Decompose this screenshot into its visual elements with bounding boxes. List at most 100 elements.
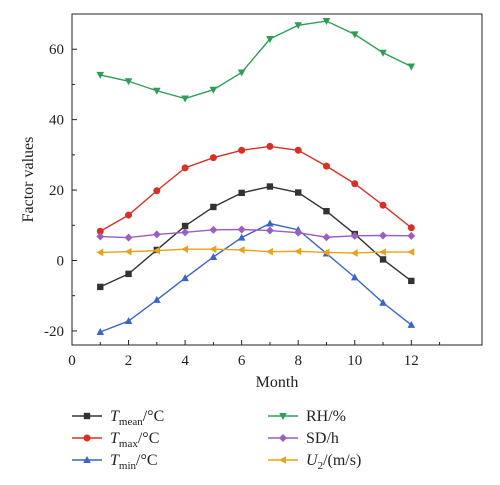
legend-item: SD/h (268, 430, 339, 447)
data-point (152, 246, 160, 255)
data-point (124, 78, 133, 86)
data-point (294, 247, 302, 256)
legend-label-base: U (306, 452, 319, 469)
data-point (210, 203, 217, 211)
data-point (266, 219, 274, 227)
data-point (96, 327, 105, 335)
data-point (266, 183, 274, 190)
data-point (350, 249, 358, 257)
legend-label: RH/% (306, 408, 346, 425)
x-tick-label: 4 (181, 353, 189, 369)
data-point (181, 222, 189, 230)
series-tmax-c (96, 142, 415, 235)
data-point (153, 187, 161, 195)
legend-label-base: T (110, 430, 120, 447)
y-tick-label: 60 (49, 42, 64, 58)
data-point (322, 248, 330, 257)
x-tick-label: 0 (68, 353, 76, 369)
series-layer (96, 18, 416, 335)
data-point (407, 320, 416, 328)
legend-label-sub: min (119, 460, 137, 472)
legend-item: RH/% (268, 408, 346, 425)
legend-label-base: T (110, 452, 120, 469)
series-line (100, 248, 412, 254)
data-point (83, 412, 91, 420)
data-point (237, 233, 246, 241)
series-tmean-c (97, 183, 415, 291)
legend-label: Tmin/°C (110, 452, 158, 472)
data-point (407, 224, 415, 232)
legend-label-sub: mean (119, 416, 143, 428)
data-point (294, 146, 302, 154)
legend-label: U2/(m/s) (306, 452, 361, 472)
legend-item: U2/(m/s) (268, 452, 361, 472)
data-point (265, 226, 274, 235)
data-point (125, 270, 132, 278)
data-point (379, 298, 387, 306)
x-tick-label: 6 (238, 353, 246, 369)
series-sd-h (96, 225, 416, 242)
data-point (266, 142, 274, 150)
x-tick-label: 12 (404, 353, 419, 369)
legend-label-sub: 2 (318, 460, 324, 472)
legend-item: Tmean/°C (72, 408, 164, 428)
y-tick-label: 20 (49, 183, 64, 199)
data-point (322, 18, 331, 26)
y-axis-title: Factor values (20, 137, 37, 223)
data-point (153, 87, 161, 95)
legend-label-base: T (110, 408, 120, 425)
data-point (379, 231, 388, 240)
data-point (152, 230, 161, 239)
legend-label-unit: /°C (143, 408, 165, 425)
data-point (279, 456, 286, 464)
data-point (181, 95, 189, 103)
legend-label-unit: /°C (138, 430, 160, 447)
data-point (350, 31, 359, 39)
data-point (407, 231, 416, 240)
series-rh- (96, 18, 416, 103)
data-point (379, 248, 387, 256)
data-point (181, 274, 189, 282)
data-point (279, 413, 287, 420)
data-point (238, 189, 245, 197)
data-point (125, 211, 133, 219)
y-tick-label: 40 (49, 113, 64, 129)
data-point (351, 180, 359, 188)
series-line (100, 20, 412, 100)
data-point (407, 248, 415, 256)
plot-frame (71, 13, 483, 346)
data-point (238, 146, 246, 154)
legend-label-unit: /°C (136, 452, 158, 469)
data-point (209, 154, 217, 162)
data-point (96, 248, 104, 257)
data-point (181, 245, 189, 254)
data-point (279, 434, 287, 442)
data-point (96, 227, 104, 235)
data-point (408, 277, 415, 285)
data-point (294, 228, 303, 237)
x-tick-label: 2 (125, 353, 133, 369)
data-point (209, 225, 218, 234)
x-axis-title: Month (256, 374, 299, 391)
data-point (209, 245, 217, 254)
y-tick-label: -20 (44, 324, 64, 340)
y-tick-label: 0 (57, 253, 65, 269)
data-point (83, 456, 91, 463)
data-point (237, 246, 245, 254)
data-point (153, 295, 161, 303)
legend-label: SD/h (306, 430, 339, 447)
data-point (322, 162, 330, 170)
series-line (99, 185, 412, 288)
data-point (83, 434, 91, 442)
data-point (379, 256, 387, 263)
data-point (379, 201, 387, 209)
data-point (350, 231, 359, 240)
legend-label-base: SD/h (306, 430, 339, 447)
data-point (237, 69, 246, 77)
legend-label: Tmax/°C (110, 430, 159, 450)
data-point (124, 233, 133, 242)
data-point (124, 247, 132, 256)
